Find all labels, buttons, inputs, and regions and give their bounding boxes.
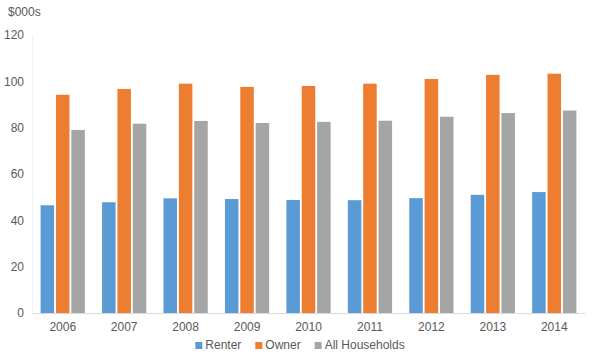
y-tick-label: 80 [11,121,25,135]
bar [225,199,239,313]
legend: Renter Owner All Households [195,338,404,352]
x-tick: 2009 [234,320,261,334]
legend-swatch [255,342,262,349]
bar [348,200,362,313]
x-tick-label: 2007 [111,320,138,334]
bar [302,86,316,313]
bar [532,192,546,313]
bars [41,74,577,313]
x-tick: 2011 [357,320,383,334]
x-tick-label: 2011 [357,320,383,334]
bar [363,84,377,313]
legend-label: Renter [205,338,241,352]
bar [471,195,485,313]
bar-series [71,111,576,313]
bar [194,121,208,313]
y-tick: 100 [4,75,32,89]
y-tick-label: 0 [17,306,24,320]
y-tick-label: 60 [11,167,25,181]
bar [548,74,562,313]
y-tick-label: 120 [4,28,24,42]
x-tick-label: 2006 [49,320,76,334]
bar [440,117,454,313]
y-axis-title: $000s [8,5,41,19]
bar [486,75,500,313]
y-tick: 0 [17,306,32,320]
x-tick-label: 2009 [234,320,261,334]
y-tick-label: 20 [11,260,25,274]
y-tick: 60 [11,167,32,181]
x-tick: 2012 [418,320,445,334]
bar [563,111,577,313]
y-tick-label: 40 [11,214,25,228]
x-tick: 2010 [295,320,322,334]
chart: 0204060801001202006200720082009201020112… [0,0,600,358]
legend-swatch [195,342,202,349]
legend-label: All Households [325,338,405,352]
x-tick: 2013 [479,320,506,334]
bar [286,200,300,313]
y-tick: 80 [11,121,32,135]
bar [256,123,270,313]
y-axis: 0 20 40 60 80 100 120 [4,28,33,320]
x-tick-label: 2014 [541,320,568,334]
plot-area: 0204060801001202006200720082009201020112… [4,28,586,333]
y-tick: 20 [11,260,32,274]
x-tick: 2014 [541,320,568,334]
bar [425,79,439,313]
bar [379,121,393,313]
y-tick: 120 [4,28,32,42]
x-axis: 2006 2007 2008 2009 2010 2011 2012 2013 2014 [33,314,586,334]
bar [317,122,331,313]
bar [179,84,193,313]
bar-series [41,192,546,313]
legend-item: Owner [255,338,300,352]
bar [41,205,55,313]
bar [240,87,254,313]
x-tick-label: 2008 [172,320,199,334]
bar [102,202,116,313]
x-tick-label: 2010 [295,320,322,334]
bar [117,89,131,313]
legend-swatch [315,342,322,349]
bar [133,124,147,313]
y-tick: 40 [11,214,32,228]
x-tick-label: 2013 [479,320,506,334]
legend-item: All Households [315,338,405,352]
x-tick: 2006 [49,320,76,334]
y-axis-line [32,36,33,314]
legend-item: Renter [195,338,241,352]
y-tick-label: 100 [4,75,24,89]
legend-label: Owner [265,338,300,352]
x-tick: 2007 [111,320,138,334]
x-axis-line [33,313,586,314]
bar [409,198,423,313]
bar [163,198,177,313]
bar [501,113,515,313]
x-tick: 2008 [172,320,199,334]
x-tick-label: 2012 [418,320,445,334]
bar-series [56,74,561,313]
bar [56,95,70,313]
bar [71,130,85,313]
